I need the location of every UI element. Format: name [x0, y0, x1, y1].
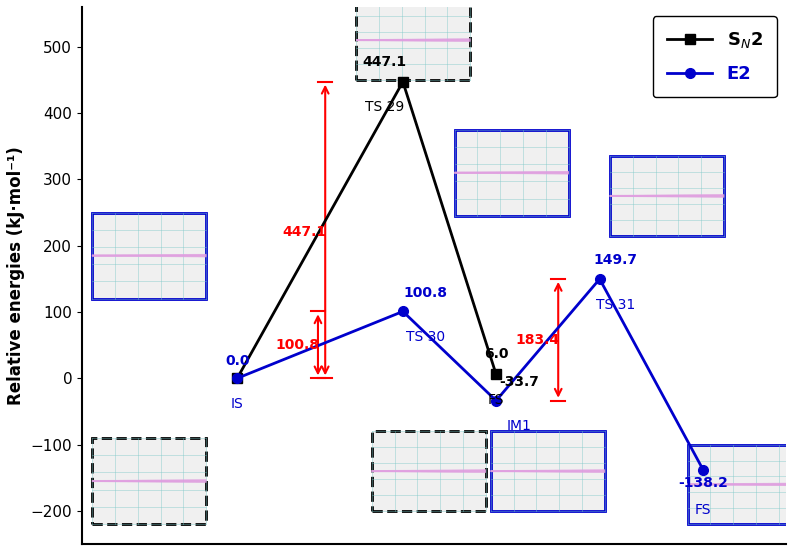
Bar — [610, 156, 724, 236]
Text: 149.7: 149.7 — [593, 253, 638, 267]
Text: 447.1: 447.1 — [282, 225, 327, 239]
Text: 6.0: 6.0 — [484, 347, 508, 361]
Bar — [454, 129, 569, 216]
Bar — [92, 213, 206, 299]
Text: TS 31: TS 31 — [596, 298, 635, 311]
Text: IM1: IM1 — [507, 419, 531, 433]
Text: -138.2: -138.2 — [678, 476, 728, 490]
Bar — [688, 445, 793, 524]
Text: 447.1: 447.1 — [362, 55, 406, 68]
Text: 100.8: 100.8 — [275, 338, 320, 352]
Text: FS: FS — [488, 393, 504, 407]
Bar — [491, 431, 605, 511]
Text: IS: IS — [231, 397, 243, 411]
Text: 0.0: 0.0 — [225, 354, 250, 368]
Text: TS 30: TS 30 — [406, 330, 445, 344]
Text: 183.4: 183.4 — [515, 333, 560, 347]
Bar — [356, 1, 470, 80]
Text: TS 29: TS 29 — [365, 100, 404, 115]
Text: 100.8: 100.8 — [404, 285, 448, 300]
Bar — [372, 431, 486, 511]
Text: -33.7: -33.7 — [499, 375, 538, 388]
Text: FS: FS — [695, 503, 711, 517]
Legend: S$_N$2, E2: S$_N$2, E2 — [653, 16, 777, 98]
Y-axis label: Relative energies (kJ·mol⁻¹): Relative energies (kJ·mol⁻¹) — [7, 146, 25, 405]
Bar — [92, 438, 206, 524]
